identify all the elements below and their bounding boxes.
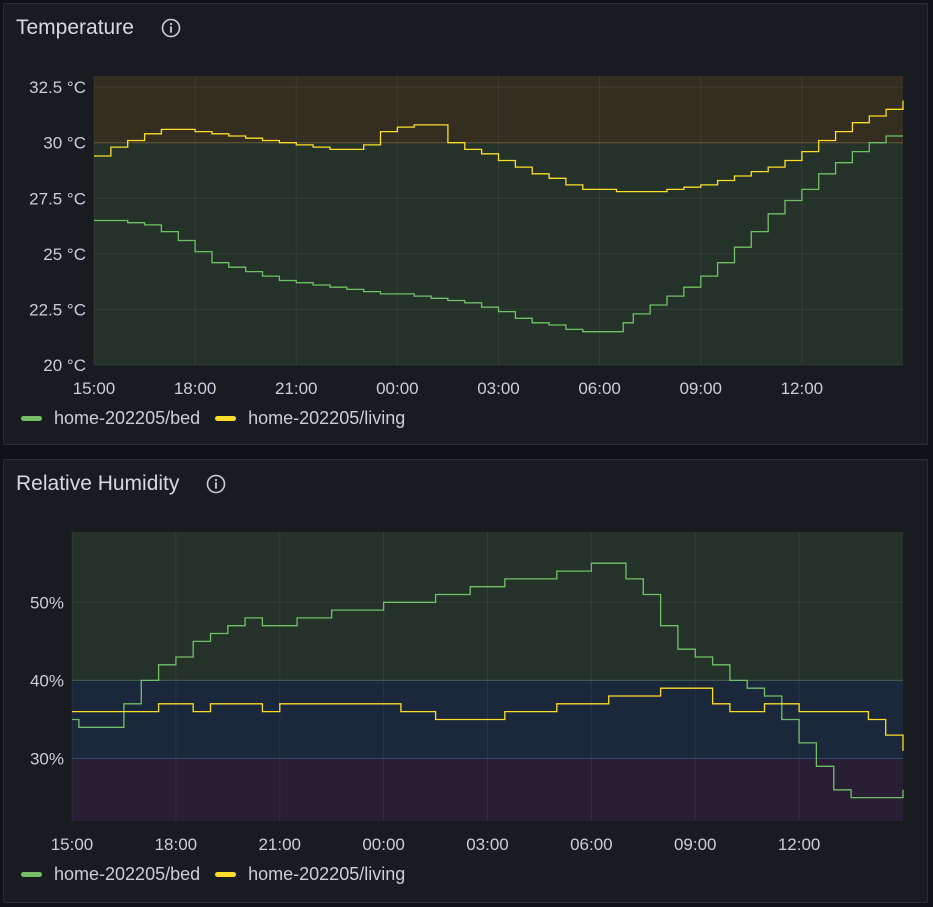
- temperature-legend: home-202205/bed home-202205/living: [21, 408, 420, 429]
- legend-label-bed: home-202205/bed: [54, 864, 201, 884]
- x-tick-label: 15:00: [73, 379, 116, 398]
- series-line-living: [72, 687, 904, 751]
- legend-item-bed[interactable]: home-202205/bed: [21, 864, 200, 885]
- y-tick-label: 27.5 °C: [29, 189, 86, 208]
- legend-swatch-living: [215, 416, 237, 421]
- y-tick-label: 30%: [30, 750, 64, 769]
- x-tick-label: 15:00: [51, 835, 94, 854]
- threshold-band: [94, 76, 903, 143]
- legend-item-living[interactable]: home-202205/living: [215, 408, 405, 429]
- y-tick-label: 30 °C: [43, 134, 86, 153]
- threshold-band: [94, 142, 903, 365]
- x-tick-label: 06:00: [578, 379, 621, 398]
- x-tick-label: 12:00: [778, 835, 821, 854]
- info-circle-icon[interactable]: [205, 473, 227, 495]
- legend-swatch-bed: [21, 416, 42, 421]
- threshold-band: [72, 758, 903, 821]
- y-tick-label: 32.5 °C: [29, 78, 86, 97]
- series-line-bed: [72, 562, 904, 799]
- x-tick-label: 21:00: [275, 379, 318, 398]
- x-tick-label: 09:00: [679, 379, 722, 398]
- series-line-bed: [94, 135, 903, 333]
- legend-label-living: home-202205/living: [248, 864, 406, 884]
- x-tick-label: 18:00: [174, 379, 217, 398]
- humidity-legend: home-202205/bed home-202205/living: [21, 864, 420, 885]
- y-tick-label: 25 °C: [43, 245, 86, 264]
- y-tick-label: 50%: [30, 593, 64, 612]
- temperature-panel-header: Temperature: [16, 16, 182, 40]
- x-tick-label: 00:00: [376, 379, 419, 398]
- legend-item-bed[interactable]: home-202205/bed: [21, 408, 200, 429]
- y-tick-label: 40%: [30, 671, 64, 690]
- series-line-living: [94, 100, 904, 193]
- humidity-panel-title: Relative Humidity: [16, 472, 180, 495]
- x-tick-label: 09:00: [674, 835, 717, 854]
- threshold-band: [72, 532, 903, 681]
- legend-swatch-living: [215, 872, 237, 877]
- legend-item-living[interactable]: home-202205/living: [215, 864, 405, 885]
- x-tick-label: 00:00: [362, 835, 405, 854]
- legend-swatch-bed: [21, 872, 42, 877]
- x-tick-label: 18:00: [155, 835, 198, 854]
- y-tick-label: 22.5 °C: [29, 300, 86, 319]
- x-tick-label: 03:00: [466, 835, 509, 854]
- humidity-panel-header: Relative Humidity: [16, 472, 227, 496]
- x-tick-label: 12:00: [781, 379, 824, 398]
- x-tick-label: 03:00: [477, 379, 520, 398]
- temperature-panel: Temperature 20 °C 22.5 °C 25 °C 27.5 °C 30 °…: [3, 3, 928, 445]
- info-circle-icon[interactable]: [160, 17, 182, 39]
- y-tick-label: 20 °C: [43, 356, 86, 375]
- temperature-chart[interactable]: 20 °C 22.5 °C 25 °C 27.5 °C 30 °C 32.5 °C 15:0…: [4, 4, 927, 444]
- x-tick-label: 06:00: [570, 835, 613, 854]
- x-tick-label: 21:00: [258, 835, 301, 854]
- temperature-panel-title: Temperature: [16, 16, 134, 39]
- humidity-chart[interactable]: 30% 40% 50% 15:00 18:00 21:00 00:00 03:00 06:00 0…: [4, 460, 927, 902]
- humidity-panel: Relative Humidity 30% 40% 50% 15:00 18:00 21:…: [3, 459, 928, 903]
- legend-label-living: home-202205/living: [248, 408, 406, 428]
- legend-label-bed: home-202205/bed: [54, 408, 201, 428]
